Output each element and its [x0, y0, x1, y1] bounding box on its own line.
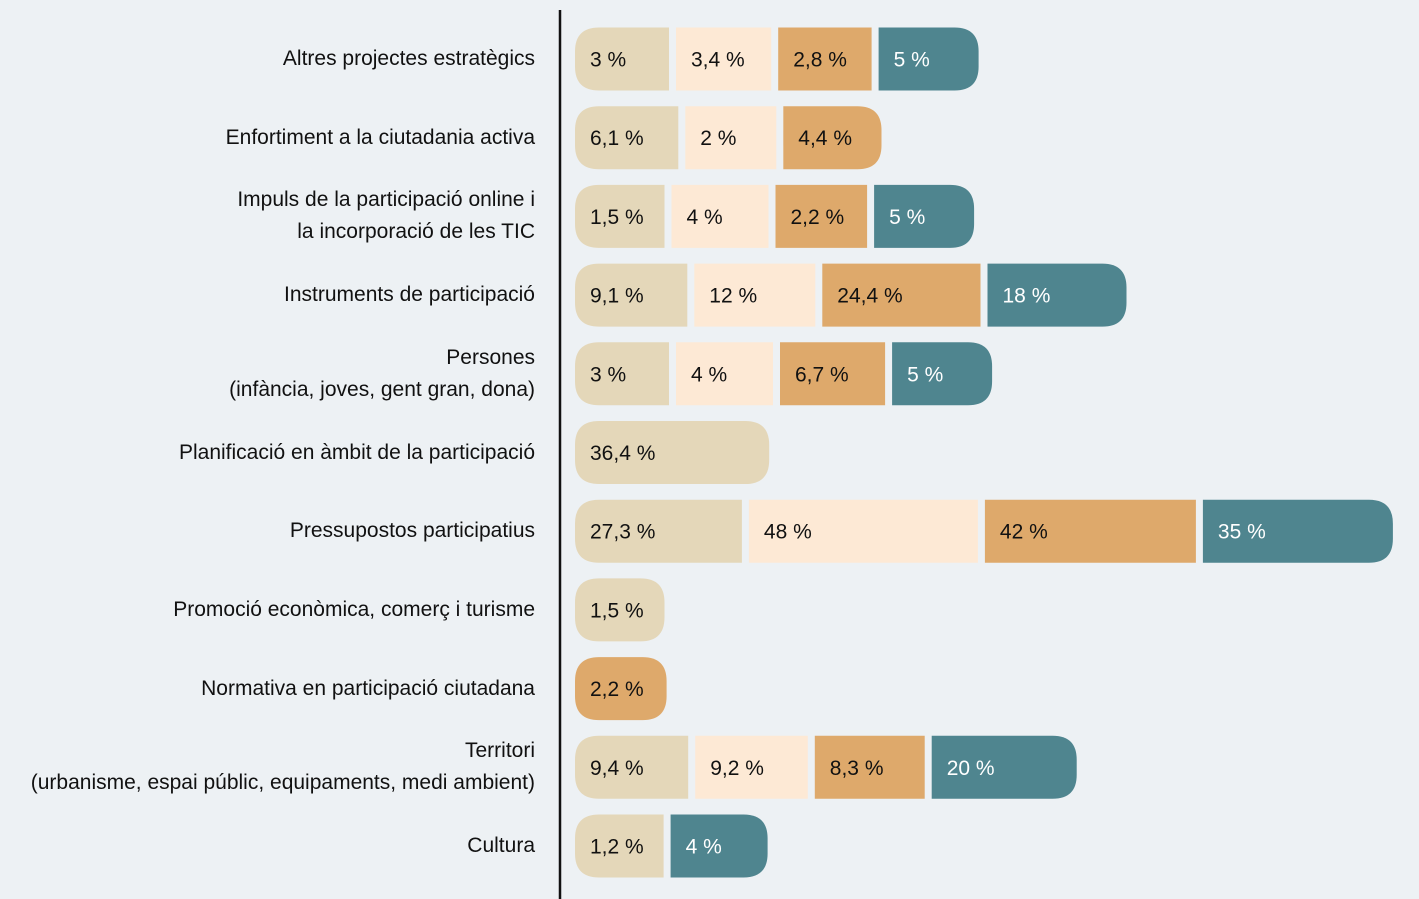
value-label: 2,2 %: [590, 678, 644, 701]
bar-segment: [748, 499, 978, 563]
bar-segment: [575, 263, 688, 327]
category-label: Cultura: [467, 834, 535, 857]
bar-segment: [575, 184, 665, 248]
bar-segment: [670, 814, 768, 878]
bar-segment: [780, 342, 886, 406]
bar-segment: [775, 184, 868, 248]
bar-segment: [931, 735, 1077, 799]
category-label: Enfortiment a la ciutadania activa: [225, 125, 535, 149]
bar-segment: [575, 657, 667, 721]
bar-segment: [814, 735, 925, 799]
bar-segment: [575, 735, 689, 799]
value-label: 9,4 %: [590, 757, 644, 780]
value-label: 4 %: [687, 206, 723, 229]
value-label: 9,2 %: [710, 757, 764, 780]
value-label: 4 %: [691, 363, 727, 386]
category-label: Pressupostos participatius: [289, 519, 535, 543]
value-label: 2,2 %: [791, 206, 845, 229]
bar-segment: [685, 106, 777, 170]
bar-segment: [575, 499, 742, 563]
bar-segment: [878, 27, 979, 91]
value-label: 9,1 %: [590, 285, 644, 308]
bar-segment: [1202, 499, 1393, 563]
value-label: 4,4 %: [798, 127, 852, 150]
value-label: 3,4 %: [691, 49, 745, 72]
bar-segment: [671, 184, 769, 248]
value-label: 1,5 %: [590, 599, 644, 622]
value-label: 42 %: [1000, 521, 1048, 544]
value-label: 5 %: [889, 206, 925, 229]
bar-segment: [676, 342, 773, 406]
value-label: 5 %: [894, 49, 930, 72]
bar-segment: [575, 342, 669, 406]
value-label: 24,4 %: [837, 285, 902, 308]
value-label: 2,8 %: [793, 49, 847, 72]
value-label: 8,3 %: [830, 757, 884, 780]
bar-segment: [892, 342, 993, 406]
bar-segment: [575, 814, 664, 878]
category-label: Planificació en àmbit de la participació: [178, 440, 535, 464]
value-label: 6,7 %: [795, 363, 849, 386]
value-label: 20 %: [947, 757, 995, 780]
bar-segment: [575, 421, 770, 484]
bar-segment: [694, 263, 816, 327]
bar-segment: [676, 27, 772, 91]
value-label: 6,1 %: [590, 127, 644, 150]
category-label: Altres projectes estratègics: [282, 47, 535, 70]
value-label: 12 %: [709, 285, 757, 308]
category-label: Promoció econòmica, comerç i turisme: [173, 597, 535, 621]
bar-segment: [778, 27, 872, 91]
bar-segment: [695, 735, 808, 799]
value-label: 1,2 %: [590, 836, 644, 859]
bar-segment: [575, 578, 665, 642]
category-label: Impuls de la participació online i la in…: [237, 188, 535, 244]
bar-segment: [575, 27, 669, 91]
value-label: 18 %: [1003, 285, 1051, 308]
value-label: 2 %: [700, 127, 736, 150]
value-label: 4 %: [686, 836, 722, 859]
value-label: 36,4 %: [590, 442, 655, 465]
category-label: Instruments de participació: [284, 283, 535, 307]
category-label: Territori (urbanisme, espai públic, equi…: [30, 739, 535, 795]
value-label: 3 %: [590, 49, 626, 72]
category-label: Persones (infància, joves, gent gran, do…: [229, 345, 535, 401]
bar-segment: [874, 184, 975, 248]
bar-segment: [822, 263, 981, 327]
value-label: 48 %: [764, 521, 812, 544]
bar-segment: [987, 263, 1127, 327]
value-label: 27,3 %: [590, 521, 655, 544]
bar-segment: [984, 499, 1196, 563]
value-label: 5 %: [907, 363, 943, 386]
value-label: 1,5 %: [590, 206, 644, 229]
bar-segment: [783, 106, 882, 170]
category-label: Normativa en participació ciutadana: [201, 676, 535, 700]
value-label: 35 %: [1218, 521, 1266, 544]
value-label: 3 %: [590, 363, 626, 386]
bar-segment: [575, 106, 679, 170]
